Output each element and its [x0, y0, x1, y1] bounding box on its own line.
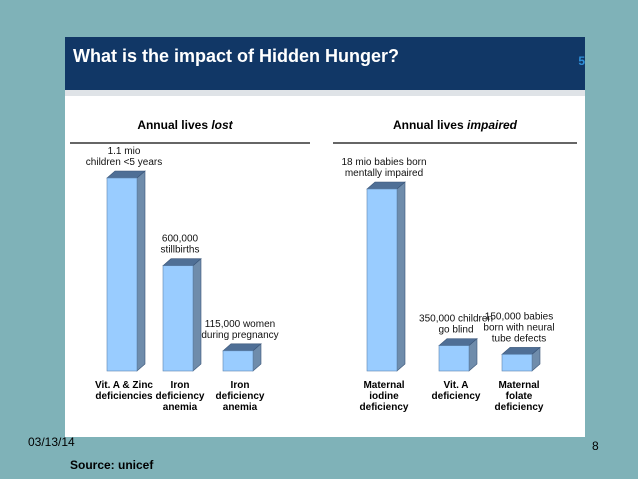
category-label: deficiency: [360, 402, 409, 413]
panel-title: Annual lives lost: [137, 118, 233, 132]
bar: [438, 345, 470, 372]
data-label: go blind: [438, 325, 473, 336]
data-label: children <5 years: [86, 157, 162, 168]
category-label: Iron: [171, 380, 190, 391]
category-label: Maternal: [363, 380, 404, 391]
bar: [162, 265, 194, 372]
bar: [106, 177, 138, 372]
category-label: anemia: [223, 402, 258, 413]
header-stripe: [65, 90, 585, 96]
category-label: folate: [506, 391, 533, 402]
category-label: iodine: [369, 391, 399, 402]
data-label: 1.1 mio: [108, 146, 141, 157]
category-label: deficiency: [216, 391, 265, 402]
category-label: Vit. A & Zinc: [95, 380, 153, 391]
data-label: 600,000: [162, 234, 199, 245]
category-label: deficiencies: [95, 391, 153, 402]
header-bar: What is the impact of Hidden Hunger? 5: [65, 37, 585, 90]
data-label: tube defects: [492, 333, 546, 344]
page-number: 8: [592, 439, 599, 453]
bar-side: [136, 170, 146, 372]
data-label: born with neural: [483, 322, 554, 333]
data-label: during pregnancy: [201, 330, 278, 341]
category-label: Iron: [231, 380, 250, 391]
category-label: Maternal: [498, 380, 539, 391]
bar-side: [396, 181, 406, 372]
data-label: stillbirths: [161, 245, 200, 256]
source-note: Source: unicef: [70, 458, 154, 472]
bar-side: [192, 258, 202, 372]
panel-title: Annual lives impaired: [393, 118, 518, 132]
category-label: Vit. A: [443, 380, 468, 391]
category-label: deficiency: [495, 402, 544, 413]
slide-number-top: 5: [578, 54, 585, 68]
data-label: 150,000 babies: [485, 311, 553, 322]
data-label: mentally impaired: [345, 168, 423, 179]
slide: What is the impact of Hidden Hunger? 5 A…: [65, 37, 585, 437]
slide-date: 03/13/14: [28, 435, 75, 449]
data-label: 18 mio babies born: [341, 157, 426, 168]
slide-title: What is the impact of Hidden Hunger?: [73, 46, 400, 66]
bar: [366, 188, 398, 372]
category-label: deficiency: [432, 391, 481, 402]
bar: [501, 354, 533, 372]
bar: [222, 350, 254, 372]
data-label: 115,000 women: [205, 319, 275, 330]
category-label: anemia: [163, 402, 198, 413]
category-label: deficiency: [156, 391, 205, 402]
data-label: 350,000 children: [419, 314, 493, 325]
